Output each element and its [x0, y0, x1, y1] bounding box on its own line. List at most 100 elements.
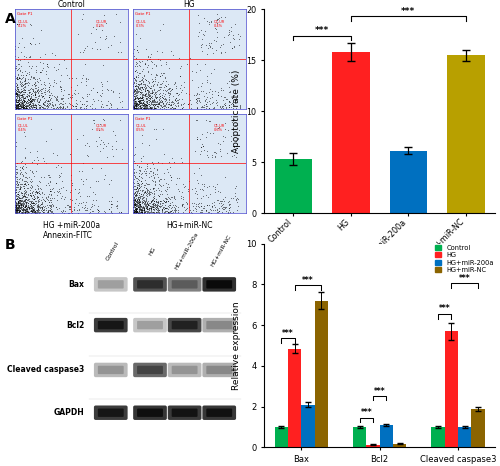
Point: [12, 194, 20, 201]
Point: [33, 207, 41, 214]
Point: [12, 201, 20, 209]
Point: [155, 100, 163, 107]
Point: [22, 98, 30, 105]
Point: [217, 84, 225, 91]
Point: [137, 208, 145, 215]
Point: [135, 202, 143, 209]
Point: [162, 77, 170, 85]
Point: [46, 201, 54, 209]
Point: [186, 208, 194, 215]
Point: [62, 102, 70, 110]
Point: [76, 103, 84, 111]
Point: [144, 207, 152, 215]
Point: [218, 198, 226, 205]
Point: [27, 199, 35, 206]
Point: [74, 185, 82, 193]
Point: [14, 104, 22, 111]
Point: [142, 195, 150, 202]
Point: [135, 96, 143, 104]
Point: [135, 61, 143, 69]
Point: [140, 207, 148, 215]
Point: [186, 100, 194, 107]
Point: [200, 192, 207, 199]
Point: [70, 206, 78, 213]
Point: [44, 179, 52, 187]
Point: [138, 85, 146, 92]
Point: [15, 187, 23, 195]
Point: [12, 204, 20, 212]
Point: [76, 192, 84, 200]
Point: [130, 207, 138, 215]
Point: [26, 52, 34, 60]
Point: [20, 197, 28, 204]
Point: [17, 91, 25, 99]
Point: [14, 103, 22, 110]
Point: [132, 105, 140, 112]
Point: [134, 101, 141, 108]
Point: [144, 185, 152, 193]
Point: [133, 196, 141, 204]
Point: [14, 91, 22, 99]
Point: [21, 209, 29, 216]
Point: [134, 187, 141, 195]
Point: [144, 206, 152, 213]
Point: [12, 105, 20, 112]
Point: [154, 100, 162, 108]
Point: [138, 206, 145, 213]
Point: [54, 104, 62, 111]
Point: [134, 198, 142, 205]
Point: [130, 196, 138, 204]
Point: [196, 151, 204, 158]
Point: [26, 192, 34, 199]
Point: [144, 202, 152, 209]
Point: [160, 199, 168, 206]
Point: [214, 208, 222, 215]
Point: [22, 99, 30, 107]
Point: [226, 77, 234, 85]
Point: [202, 206, 210, 214]
Point: [26, 101, 34, 108]
Point: [204, 193, 212, 200]
Point: [28, 95, 36, 103]
Point: [104, 86, 112, 94]
Point: [160, 100, 168, 107]
Point: [140, 90, 148, 97]
Point: [152, 98, 160, 106]
Point: [15, 202, 23, 209]
Point: [18, 92, 25, 100]
Point: [150, 93, 158, 101]
Point: [130, 165, 138, 173]
Point: [102, 33, 110, 40]
Point: [156, 176, 164, 183]
Point: [19, 101, 27, 108]
Point: [226, 39, 234, 46]
Point: [130, 204, 138, 211]
Point: [232, 121, 239, 129]
Point: [30, 103, 38, 111]
Point: [178, 200, 186, 207]
Point: [210, 148, 218, 156]
Point: [158, 97, 166, 105]
Point: [162, 179, 170, 187]
Point: [132, 196, 140, 204]
Point: [26, 186, 34, 194]
Point: [132, 30, 140, 38]
Point: [75, 206, 83, 213]
Point: [42, 62, 50, 69]
Point: [134, 99, 141, 107]
Point: [133, 92, 141, 99]
Point: [16, 66, 24, 74]
Point: [160, 104, 168, 111]
Point: [64, 105, 72, 112]
Point: [18, 87, 25, 95]
Point: [96, 126, 104, 134]
Point: [45, 93, 53, 101]
Point: [52, 204, 60, 211]
Point: [138, 208, 146, 216]
Point: [55, 204, 63, 212]
Point: [216, 204, 224, 212]
Point: [136, 207, 144, 215]
Point: [22, 102, 30, 110]
Point: [154, 206, 162, 214]
Point: [152, 125, 160, 132]
